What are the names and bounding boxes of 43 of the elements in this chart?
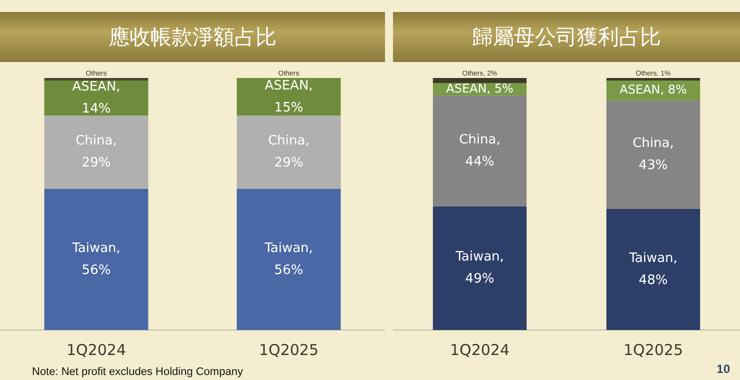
series-label: China, [76, 134, 117, 149]
data-label: 56% [82, 262, 111, 278]
bar [432, 78, 527, 84]
text: Note: Net profit excludes Holding Company [32, 366, 243, 378]
bar [606, 78, 700, 81]
data-label: 43% [638, 158, 668, 174]
bar [44, 78, 148, 81]
series-label: Taiwan, [454, 250, 504, 265]
data-label: 44% [465, 154, 494, 170]
bar [236, 188, 341, 330]
text: ASEAN, [72, 80, 120, 95]
data-label: 14% [82, 102, 111, 117]
x-tick-label: 1Q2024 [450, 340, 510, 359]
text: ASEAN, 8% [620, 82, 687, 97]
text: China, [632, 136, 674, 152]
bar [44, 80, 148, 116]
bar [606, 100, 700, 210]
data-label: 15% [274, 100, 304, 116]
text: Taiwan, [72, 240, 120, 256]
data-label: 29% [82, 156, 111, 171]
bar [236, 116, 341, 189]
x-tick-label: 1Q2025 [258, 340, 319, 359]
text: ASEAN, 5% [446, 81, 514, 96]
series-label: Taiwan, [264, 240, 313, 256]
chart-title: 歸屬母公司獲利占比 [393, 12, 740, 62]
series-label: China, [459, 132, 500, 148]
text: 10 [716, 362, 730, 376]
x-tick-label: 1Q2024 [66, 340, 126, 359]
bar [44, 188, 148, 330]
bar [432, 96, 527, 207]
chart-title: 應收帳款淨額占比 [0, 12, 385, 62]
text: Taiwan, [629, 250, 678, 266]
data-label: 48% [638, 272, 668, 288]
data-label: 29% [274, 156, 304, 171]
bar [44, 116, 148, 189]
text: China, [268, 134, 310, 149]
bar [236, 78, 341, 116]
series-label: ASEAN, [264, 78, 313, 94]
x-tick-label: 1Q2025 [623, 340, 684, 359]
bar [432, 206, 527, 330]
bar [606, 209, 700, 330]
data-label: 56% [274, 262, 304, 278]
data-label: 49% [465, 272, 494, 287]
